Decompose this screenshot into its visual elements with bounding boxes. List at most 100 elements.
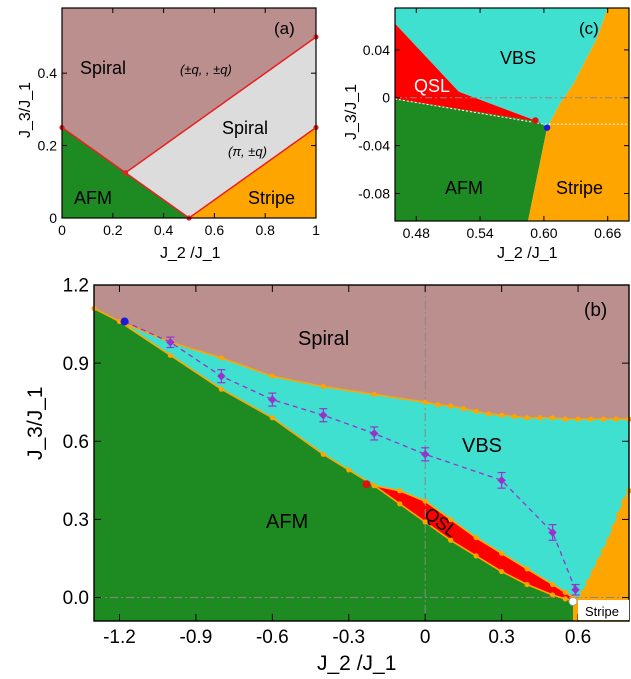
panel-a-spiral-pi-label: Spiral — [222, 118, 268, 138]
panel-b-label: (b) — [584, 300, 607, 321]
panel-a-label: (a) — [274, 19, 295, 38]
panel-c-ytick-label: 0 — [382, 90, 390, 106]
panel-b-frame — [93, 284, 630, 622]
panel-a-xtick-label: 1 — [312, 222, 320, 238]
panel-b-spiral-boundary-marker — [422, 399, 428, 405]
panel-c-lines — [394, 97, 629, 131]
panel-c-point — [543, 124, 551, 131]
panel-b-special-point — [568, 597, 578, 606]
panel-b-spiral-boundary-marker — [473, 408, 479, 414]
panel-b-dashed-series-point — [420, 450, 430, 459]
panel-b-xlabel: J_2 /J_1 — [317, 652, 396, 675]
panel-c-xtick-label: 0.66 — [594, 225, 621, 241]
panel-b-qsl-upper-boundary-marker — [422, 498, 428, 504]
panel-b-lines — [91, 285, 631, 621]
panel-c-afm-label: AFM — [445, 178, 483, 198]
panel-a-ytick-label: 0 — [49, 210, 57, 226]
panel-b-dashed-series — [124, 320, 577, 590]
panel-b-qsl-upper-boundary-marker — [448, 516, 454, 523]
panel-a-spiral-label: Spiral — [80, 58, 126, 78]
panel-a-regions — [62, 8, 316, 218]
panel-b-spiral-boundary-marker — [511, 413, 517, 420]
panel-a-xtick-label: 0 — [58, 222, 66, 238]
panel-b-qsl-upper-boundary-marker — [524, 566, 530, 572]
panel-c-ytick-label: -0.08 — [358, 185, 390, 201]
panel-b-region-afm — [94, 308, 573, 621]
panel-b-spiral-boundary-marker — [562, 416, 568, 422]
panel-b-spiral-boundary-marker — [499, 412, 505, 418]
panel-b-afm-boundary-marker — [269, 415, 275, 421]
panel-b-qsl-lower-boundary-marker — [499, 568, 505, 575]
panel-b-xtick-label: -0.3 — [332, 627, 365, 648]
panel-b-spiral-boundary-marker — [460, 406, 467, 412]
panel-c-vbs-label: VBS — [500, 48, 536, 68]
panel-b-regions — [94, 285, 629, 621]
panel-c-stripe-label: Stripe — [556, 178, 603, 198]
panel-b-afm-label: AFM — [266, 511, 308, 533]
panel-b-qsl-upper-boundary-marker — [549, 581, 556, 588]
panel-b-dashed-series-point — [497, 476, 506, 485]
panel-a-frame — [61, 7, 317, 219]
panel-b-spiral-boundary-marker — [549, 415, 556, 421]
panel-a-ylabel: J_3/J_1 — [17, 82, 34, 138]
panel-b-spiral-boundary-marker — [486, 411, 492, 417]
panel-b-dashed-series-point — [217, 371, 226, 381]
panel-a-ytick-label: 0.2 — [38, 137, 58, 153]
panel-b-qsl-lower-boundary-marker — [422, 519, 428, 525]
panel-c-region-qsl — [395, 23, 539, 122]
panel-b-afm-boundary-marker — [116, 318, 123, 325]
panel-b-stripe-label-bg — [578, 600, 629, 620]
panel-b-spiral-boundary-marker — [537, 415, 543, 421]
panel-b-stripe-boundary-marker — [621, 498, 627, 504]
panel-a-xtick-label: 0.4 — [154, 222, 174, 238]
panel-b-stripe-boundary-marker — [616, 511, 622, 517]
panel-b-dashed-series-point — [571, 585, 580, 594]
panel-c-xtick-label: 0.48 — [403, 225, 430, 241]
panel-b-qsl-lower-boundary-marker — [448, 537, 454, 543]
panel-b-qsl-upper-boundary — [374, 484, 574, 599]
panel-b-qsl-upper-boundary-marker — [499, 550, 505, 556]
panel-b-spiral-boundary-marker — [600, 416, 607, 422]
panel-b-vbs-label: VBS — [462, 435, 502, 457]
panel-c: 0.48 0.54 0.60 0.660.040-0.04-0.08 (c) VBS … — [343, 7, 630, 262]
panel-b-ylabel: J_3/J_1 — [24, 386, 47, 460]
panel-b-ticks: -1.2 -0.9 -0.6 -0.3 0 0.3 0.6 0.0 0.3 0.6 0.9 1.2 — [63, 276, 629, 648]
panel-a-region-spiral-pi — [125, 37, 316, 218]
panel-b-spiral-boundary-marker — [613, 416, 619, 422]
panel-b-qsl-lower-boundary-marker — [371, 482, 377, 489]
panel-b-ytick-label: 0.9 — [63, 354, 89, 375]
panel-c-xlabel: J_2 /J_1 — [497, 245, 558, 262]
panel-b-xtick-label: -1.2 — [103, 627, 136, 648]
panel-a-xlabel: J_2 /J_1 — [160, 245, 221, 262]
panel-b-xtick-label: 0.6 — [565, 627, 591, 648]
panel-b-ytick-label: 0.6 — [63, 432, 89, 453]
panel-b-afm-boundary — [93, 307, 375, 487]
panel-c-regions — [395, 8, 629, 221]
panel-c-ticks: 0.48 0.54 0.60 0.66 0.04 0 -0.04 -0.08 — [358, 8, 629, 241]
panel-a-region-spiral — [62, 8, 316, 173]
panel-b-afm-boundary-marker — [218, 386, 224, 392]
panel-b-spiral-boundary-marker — [448, 403, 454, 409]
panel-b-ytick-label: 1.2 — [63, 276, 89, 297]
panel-a-stripe-label: Stripe — [248, 188, 295, 208]
panel-b: -1.2 -0.9 -0.6 -0.3 0 0.3 0.6 0.0 0.3 0.6 0.9 1.2 (… — [24, 276, 631, 675]
panel-b-xtick-label: -0.6 — [256, 627, 289, 648]
panel-b-afm-boundary-marker — [346, 467, 352, 473]
panel-c-frame — [394, 7, 630, 222]
panel-b-stripe-boundary-marker — [585, 579, 591, 585]
panel-b-qsl-lower-boundary-marker — [562, 596, 568, 602]
panel-b-dashed-series-point — [548, 528, 557, 537]
panel-c-qsl-label: QSL — [414, 76, 450, 96]
panel-b-qsl-lower-boundary-marker — [524, 581, 530, 588]
panel-b-spiral-boundary-marker — [435, 402, 441, 408]
panel-b-spiral-boundary-marker — [320, 383, 326, 390]
panel-b-stripe-boundary-marker — [590, 568, 596, 575]
panel-b-spiral-label: Spiral — [298, 328, 349, 350]
panel-b-xtick-label: 0 — [420, 627, 431, 648]
panel-a-xtick-label: 0.6 — [205, 222, 225, 238]
panel-b-afm-boundary-marker — [320, 451, 326, 457]
panel-a-spiral-q-label: (±q, , ±q) — [180, 62, 232, 77]
panel-b-region-spiral — [94, 285, 629, 420]
panel-b-stripe-label: Stripe — [585, 604, 619, 619]
